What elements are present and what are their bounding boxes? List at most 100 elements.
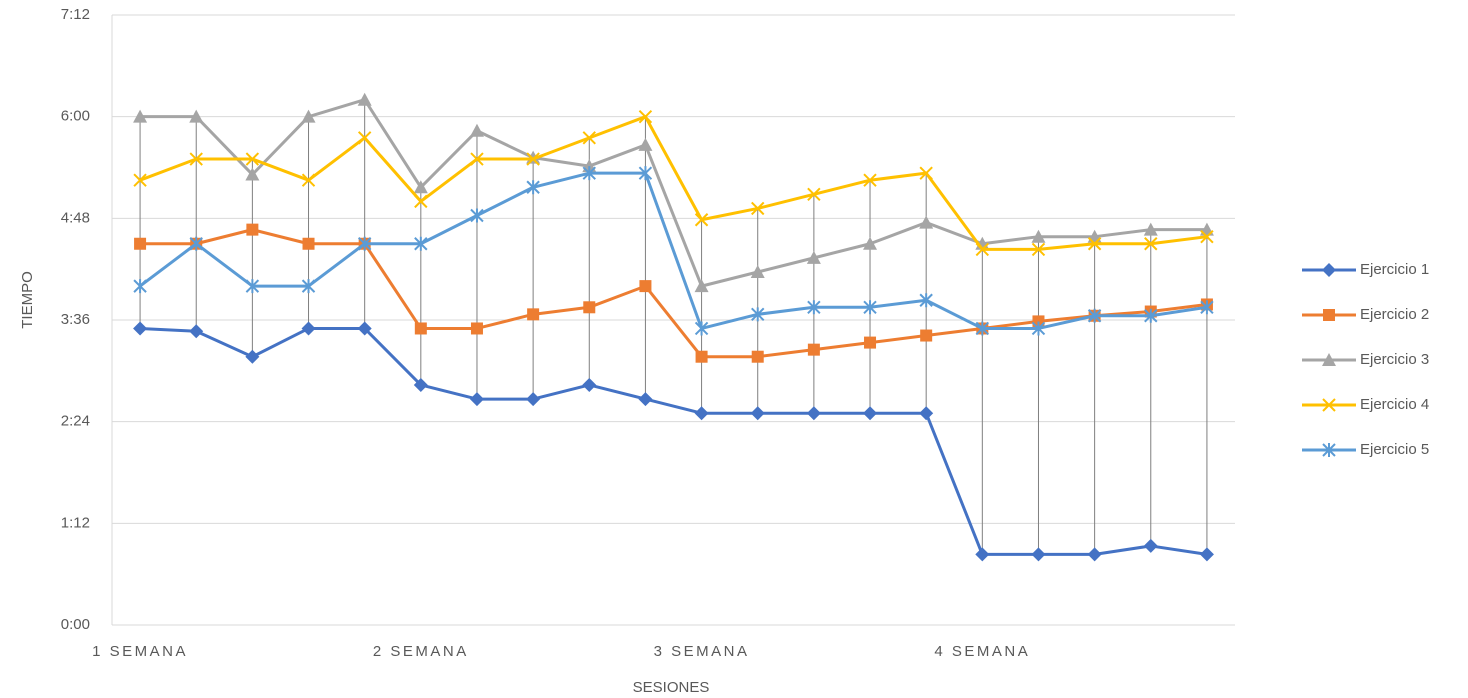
- marker: [807, 187, 821, 202]
- marker: [639, 280, 652, 293]
- y-tick-label: 0:00: [61, 616, 90, 633]
- marker: [301, 321, 316, 336]
- marker: [189, 324, 204, 339]
- marker: [1031, 229, 1046, 243]
- marker: [750, 264, 765, 278]
- marker: [1322, 398, 1336, 412]
- legend-label: Ejercicio 5: [1360, 441, 1429, 458]
- marker: [1200, 300, 1214, 315]
- marker: [301, 279, 316, 294]
- marker: [694, 213, 709, 227]
- y-axis-title: TIEMPO: [19, 271, 36, 329]
- marker: [1323, 309, 1335, 321]
- series-line: [139, 115, 1208, 251]
- marker: [638, 109, 653, 124]
- x-tick-label: 1 SEMANA: [92, 643, 188, 660]
- marker: [638, 137, 653, 151]
- marker: [469, 123, 484, 137]
- x-tick-label: 2 SEMANA: [373, 643, 469, 660]
- marker: [189, 152, 203, 166]
- marker: [133, 109, 148, 123]
- marker: [414, 322, 427, 335]
- marker: [1031, 242, 1046, 257]
- series-line: [139, 326, 1208, 556]
- marker: [1087, 547, 1102, 562]
- x-tick-label: 3 SEMANA: [654, 643, 750, 660]
- y-tick-label: 6:00: [61, 108, 90, 125]
- marker: [1087, 237, 1102, 251]
- marker: [919, 166, 933, 180]
- marker: [133, 279, 147, 294]
- marker: [750, 406, 765, 421]
- marker: [807, 343, 820, 356]
- marker: [469, 392, 484, 407]
- marker: [1322, 443, 1336, 457]
- series-line: [140, 98, 1207, 288]
- marker: [582, 377, 597, 392]
- marker: [864, 336, 877, 349]
- marker: [975, 242, 990, 257]
- marker: [806, 406, 821, 421]
- marker: [357, 321, 372, 336]
- marker: [919, 406, 934, 421]
- marker: [527, 308, 540, 321]
- marker: [1143, 538, 1158, 553]
- marker: [470, 152, 484, 166]
- marker: [134, 237, 147, 250]
- marker: [863, 236, 878, 250]
- marker: [863, 300, 877, 315]
- marker: [357, 131, 372, 145]
- marker: [920, 329, 933, 342]
- marker: [582, 131, 596, 145]
- marker: [1199, 547, 1214, 562]
- marker: [301, 109, 316, 123]
- marker: [975, 547, 990, 562]
- marker: [694, 279, 709, 293]
- marker: [470, 208, 484, 223]
- marker: [638, 392, 653, 407]
- y-tick-label: 7:12: [61, 6, 90, 23]
- legend-label: Ejercicio 4: [1360, 396, 1429, 413]
- marker: [245, 349, 260, 364]
- marker: [1200, 229, 1214, 244]
- marker: [1322, 353, 1336, 366]
- marker: [357, 236, 372, 251]
- marker: [751, 307, 765, 322]
- marker: [302, 237, 315, 250]
- marker: [245, 279, 260, 294]
- marker: [1031, 321, 1046, 336]
- marker: [133, 321, 148, 336]
- marker: [413, 377, 428, 392]
- marker: [1143, 222, 1158, 236]
- marker: [526, 180, 540, 195]
- series-line: [140, 228, 1208, 359]
- marker: [301, 173, 316, 187]
- marker: [470, 322, 483, 335]
- y-tick-label: 3:36: [61, 311, 90, 328]
- y-tick-label: 1:12: [61, 514, 90, 531]
- marker: [694, 321, 709, 336]
- marker: [414, 194, 428, 209]
- y-tick-label: 2:24: [61, 413, 90, 430]
- marker: [1322, 263, 1336, 277]
- marker: [1087, 308, 1102, 323]
- marker: [919, 293, 933, 308]
- marker: [751, 201, 765, 216]
- marker: [583, 301, 596, 314]
- marker: [357, 92, 372, 106]
- y-tick-label: 4:48: [61, 209, 90, 226]
- marker: [189, 109, 204, 123]
- series-line: [139, 171, 1208, 330]
- marker: [863, 173, 877, 187]
- marker: [413, 180, 428, 194]
- marker: [526, 392, 541, 407]
- marker: [246, 223, 259, 236]
- marker: [1031, 547, 1046, 562]
- x-tick-label: 4 SEMANA: [934, 643, 1030, 660]
- marker: [245, 167, 260, 181]
- marker: [751, 350, 764, 363]
- marker: [806, 250, 821, 264]
- legend-label: Ejercicio 2: [1360, 306, 1429, 323]
- marker: [863, 406, 878, 421]
- marker: [1144, 237, 1158, 251]
